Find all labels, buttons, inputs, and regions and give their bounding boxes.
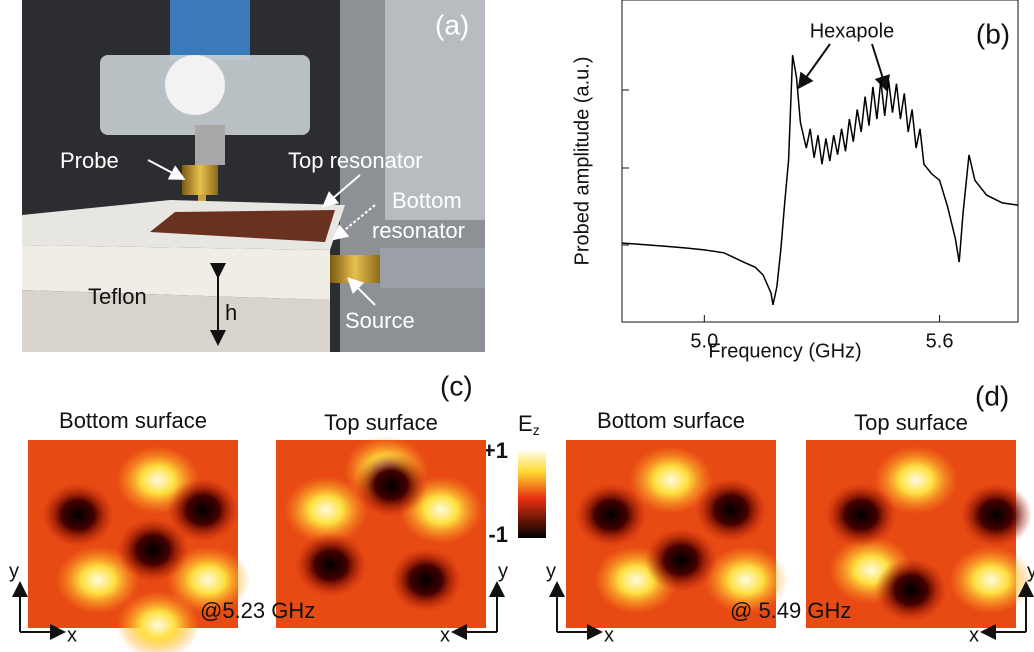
map-title: Top surface xyxy=(324,410,438,435)
hot-spot xyxy=(949,546,1033,614)
cold-spot xyxy=(695,478,767,542)
map-title: Bottom surface xyxy=(59,408,207,433)
data-line xyxy=(621,54,1019,306)
label: resonator xyxy=(372,218,465,243)
frequency-label: @ 5.49 GHz xyxy=(730,598,851,623)
hot-spot xyxy=(629,446,713,514)
hot-spot xyxy=(56,546,140,614)
cold-spot xyxy=(825,483,897,547)
axis-label: y xyxy=(498,560,508,582)
annotation: Hexapole xyxy=(810,20,895,42)
hot-spot xyxy=(284,476,368,544)
plot-frame xyxy=(621,0,1019,323)
cold-spot xyxy=(355,453,427,517)
colorbar-title: Ez xyxy=(518,411,540,438)
axis-label: y xyxy=(546,560,556,582)
axis-label: x xyxy=(67,624,77,646)
label: h xyxy=(225,300,237,325)
arrow xyxy=(797,43,831,90)
axis-label: y xyxy=(9,560,19,582)
heatmap xyxy=(566,440,788,628)
colorbar-max: +1 xyxy=(483,438,508,463)
map-title: Top surface xyxy=(854,410,968,435)
panel-label: (a) xyxy=(435,9,469,40)
heatmap xyxy=(276,436,486,628)
cold-spot xyxy=(875,558,947,622)
x-axis-label: Frequency (GHz) xyxy=(708,340,861,362)
cold-spot xyxy=(645,528,717,592)
panel-label: (c) xyxy=(440,370,473,401)
frequency-label: @5.23 GHz xyxy=(200,598,315,623)
hot-spot xyxy=(704,546,788,614)
cold-spot xyxy=(960,483,1032,547)
axis-label: x xyxy=(440,624,450,646)
cold-spot xyxy=(390,548,462,612)
cold-spot xyxy=(167,478,239,542)
colorbar-min: -1 xyxy=(488,522,508,547)
x-tick-label: 5.0 xyxy=(690,330,718,352)
map-title: Bottom surface xyxy=(597,408,745,433)
axis-label: x xyxy=(969,624,979,646)
cold-spot xyxy=(42,483,114,547)
heatmap xyxy=(806,440,1033,628)
hot-spot xyxy=(166,546,250,614)
label: Top resonator xyxy=(288,148,423,173)
cold-spot xyxy=(117,518,189,582)
x-tick-label: 5.6 xyxy=(926,330,954,352)
y-ticks xyxy=(622,89,629,246)
y-axis-label: Probed amplitude (a.u.) xyxy=(571,56,593,265)
panel-label: (d) xyxy=(975,380,1009,411)
label: Probe xyxy=(60,148,119,173)
panel-label: (b) xyxy=(976,18,1010,49)
hot-spot xyxy=(116,591,200,652)
photo xyxy=(22,0,485,352)
colorbar xyxy=(518,450,546,538)
arrow xyxy=(871,43,890,92)
label: Source xyxy=(345,308,415,333)
axis-label: x xyxy=(604,624,614,646)
axis-label: y xyxy=(1027,560,1034,582)
hot-spot xyxy=(874,446,958,514)
cold-spot xyxy=(575,483,647,547)
label: Teflon xyxy=(88,284,147,309)
cold-spot xyxy=(295,533,367,597)
heatmap xyxy=(28,440,250,652)
label: Bottom xyxy=(392,188,462,213)
